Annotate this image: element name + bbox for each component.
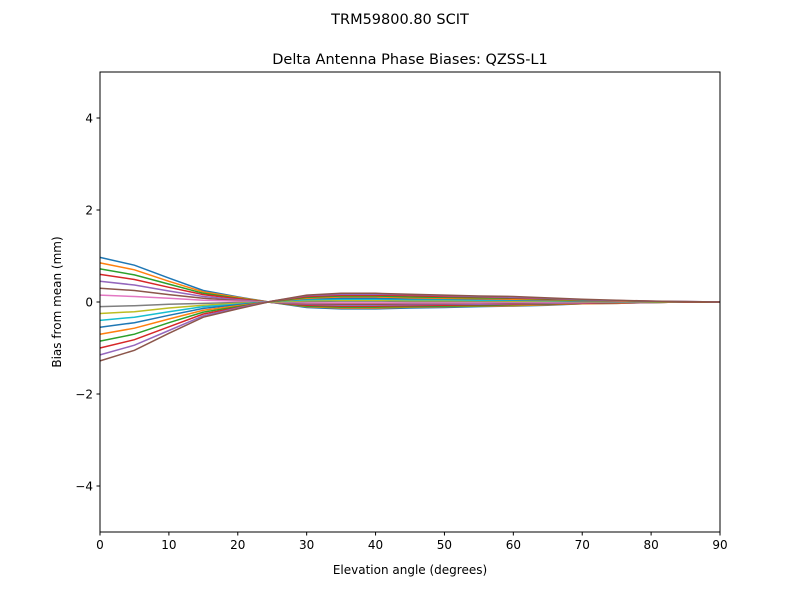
x-tick-label: 90 <box>712 538 727 552</box>
chart-title: Delta Antenna Phase Biases: QZSS-L1 <box>272 52 547 68</box>
x-axis-label: Elevation angle (degrees) <box>333 563 487 577</box>
x-tick-label: 0 <box>96 538 104 552</box>
figure-suptitle: TRM59800.80 SCIT <box>330 12 469 28</box>
x-tick-label: 60 <box>506 538 521 552</box>
series-line-16 <box>99 292 721 362</box>
series-lines <box>99 256 721 362</box>
x-tick-label: 30 <box>299 538 314 552</box>
y-tick-label: 4 <box>85 112 93 126</box>
x-tick-label: 10 <box>161 538 176 552</box>
x-tick-label: 70 <box>575 538 590 552</box>
y-tick-label: 2 <box>85 204 93 218</box>
x-tick-label: 80 <box>643 538 658 552</box>
x-tick-label: 50 <box>437 538 452 552</box>
x-tick-label: 40 <box>368 538 383 552</box>
y-tick-label: −4 <box>75 480 93 494</box>
y-axis-label: Bias from mean (mm) <box>50 236 64 367</box>
x-tick-label: 20 <box>230 538 245 552</box>
axis-ticks: 0 10 20 30 40 50 60 70 80 90 −4 −2 0 2 4 <box>75 112 727 553</box>
y-tick-label: −2 <box>75 388 93 402</box>
y-tick-label: 0 <box>85 296 93 310</box>
